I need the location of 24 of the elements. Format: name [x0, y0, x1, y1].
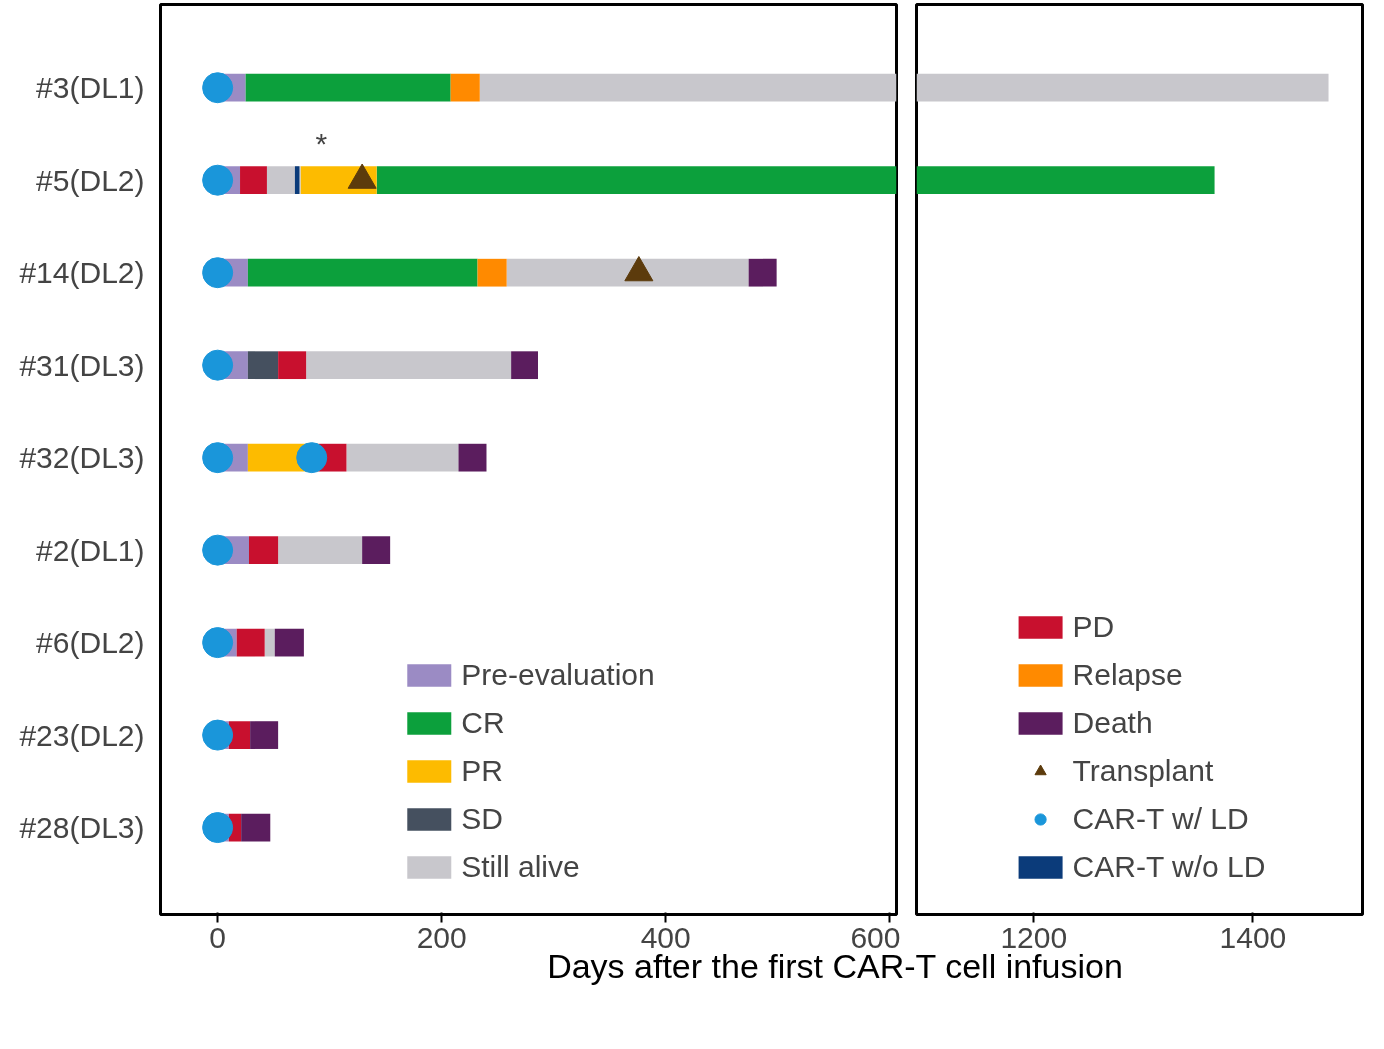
legend-label: Death — [1072, 706, 1153, 740]
legend-label: PD — [1072, 610, 1115, 644]
annotation: * — [315, 126, 328, 160]
legend-label: Relapse — [1072, 658, 1183, 692]
y-tick-label: #3(DL1) — [36, 71, 145, 105]
x-tick-label: 0 — [209, 920, 226, 954]
y-tick-label: #23(DL2) — [19, 718, 145, 752]
y-tick-label: #2(DL1) — [36, 533, 145, 567]
x-tick-label: 1400 — [1219, 920, 1287, 954]
legend-label: CAR-T w/ LD — [1072, 802, 1249, 836]
x-tick-label: 200 — [416, 920, 467, 954]
y-tick-label: #5(DL2) — [36, 163, 145, 197]
legend-label: Still alive — [461, 850, 580, 884]
y-tick-label: #14(DL2) — [19, 256, 145, 290]
legend-label: Transplant — [1072, 754, 1214, 788]
y-tick-label: #28(DL3) — [19, 811, 145, 845]
y-tick-label: #31(DL3) — [19, 348, 145, 382]
legend-label: CAR-T w/o LD — [1072, 850, 1266, 884]
legend-label: PR — [461, 754, 503, 788]
y-tick-label: #32(DL3) — [19, 441, 145, 475]
y-tick-label: #6(DL2) — [36, 626, 145, 660]
legend-label: SD — [461, 802, 503, 836]
legend-label: CR — [461, 706, 505, 740]
legend-label: Pre-evaluation — [461, 658, 655, 692]
